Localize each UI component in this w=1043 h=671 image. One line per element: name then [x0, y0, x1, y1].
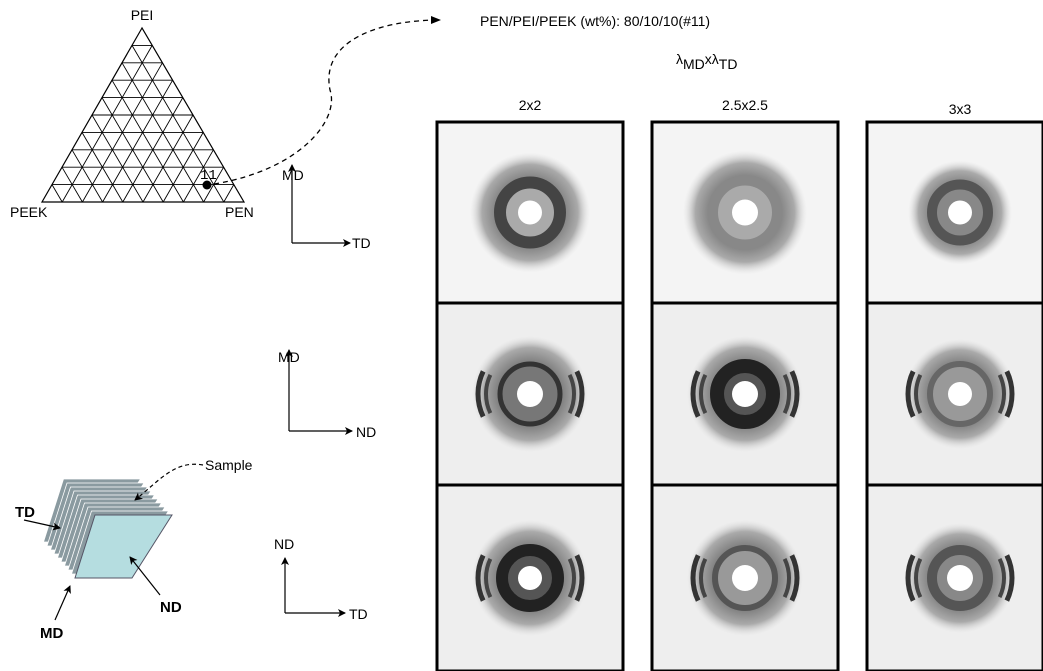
nd-arrow — [130, 557, 160, 595]
ternary-grid-line — [52, 185, 62, 202]
waxs-pattern — [437, 122, 623, 303]
connector-arrow — [214, 20, 440, 184]
beam-stop — [732, 200, 758, 226]
subscript: TD — [719, 56, 738, 72]
point-label: 11 — [200, 168, 217, 184]
ternary-grid-line — [62, 45, 152, 202]
beam-stop — [732, 381, 758, 407]
column-header: 3x3 — [949, 101, 972, 117]
waxs-pattern — [652, 122, 838, 303]
axes-indicators — [285, 165, 352, 613]
ternary-grid-line — [103, 80, 173, 202]
subscript: MD — [683, 56, 705, 72]
waxs-pattern — [652, 303, 838, 485]
beam-stop — [732, 565, 758, 591]
nd-label: ND — [160, 599, 182, 616]
sample-stack — [44, 479, 173, 578]
waxs-pattern — [652, 485, 838, 671]
td-label: TD — [15, 504, 35, 521]
column-header: 2.5x2.5 — [722, 97, 768, 113]
waxs-pattern — [867, 122, 1043, 303]
waxs-pattern — [437, 303, 623, 485]
figure: PEI PEEK PEN 11 PEN/PEI/PEEK (wt%): 80/1… — [0, 0, 1043, 671]
beam-stop — [518, 201, 542, 225]
ternary-left-label: PEEK — [10, 204, 48, 220]
axis-label: ND — [356, 424, 376, 440]
beam-stop — [517, 381, 543, 407]
title: PEN/PEI/PEEK (wt%): 80/10/10(#11) — [480, 13, 710, 29]
ternary-grid-line — [224, 185, 234, 202]
lambda: λ — [676, 51, 683, 67]
md-arrow — [55, 586, 70, 620]
waxs-pattern — [867, 303, 1043, 485]
ternary-grid-line — [143, 115, 193, 202]
ternary-grid-line — [92, 115, 143, 202]
axis-label: MD — [278, 349, 300, 365]
waxs-pattern — [867, 485, 1043, 671]
beam-stop — [948, 382, 972, 406]
beam-stop — [948, 201, 972, 225]
waxs-pattern — [437, 485, 623, 671]
stretch-label: λMDxλTD — [676, 51, 737, 72]
ternary-right-label: PEN — [225, 204, 254, 220]
column-header: 2x2 — [519, 97, 542, 113]
lambda: λ — [712, 51, 719, 67]
pattern-grid — [437, 122, 1043, 671]
beam-stop — [947, 565, 973, 591]
axis-label: TD — [349, 606, 368, 622]
beam-stop — [518, 566, 542, 590]
ternary-top-label: PEI — [131, 7, 154, 23]
sample-label: Sample — [205, 457, 253, 473]
md-label: MD — [40, 625, 63, 642]
axis-label: MD — [282, 167, 304, 183]
axis-label: ND — [274, 536, 294, 552]
times: x — [705, 51, 712, 67]
axis-label: TD — [352, 235, 371, 251]
ternary-grid-line — [112, 80, 183, 202]
